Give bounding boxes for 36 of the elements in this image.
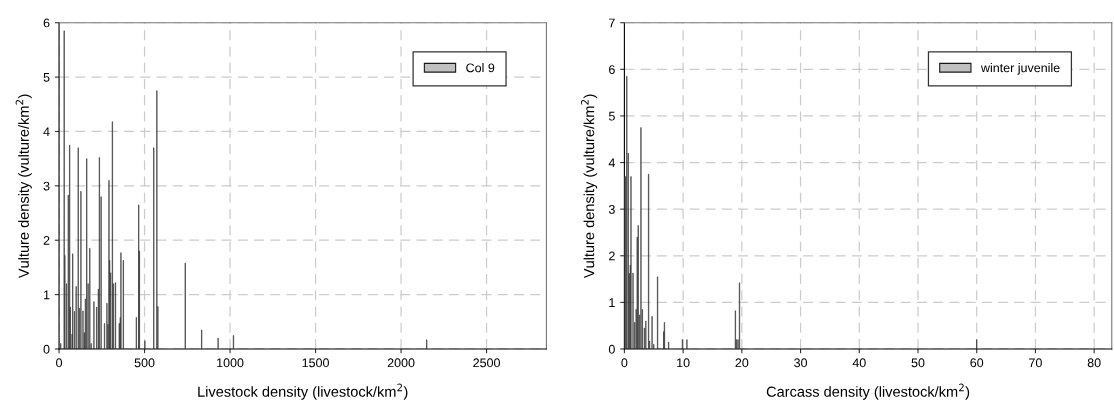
x-tick-label: 40: [852, 358, 866, 368]
y-tick-label: 2: [43, 236, 50, 245]
y-tick-label: 0: [608, 344, 615, 354]
legend-label: winter juvenile: [980, 63, 1060, 75]
y-tick-label: 5: [43, 73, 50, 82]
y-tick-label: 6: [609, 65, 615, 74]
y-tick-label: 2: [609, 251, 615, 261]
x-tick-label: 80: [1087, 358, 1101, 368]
y-tick-label: 4: [608, 158, 615, 168]
y-tick-label: 4: [43, 127, 50, 136]
x-tick-label: 2500: [473, 358, 500, 368]
y-tick-label: 3: [608, 204, 615, 214]
x-tick-label: 50: [911, 358, 925, 368]
y-tick-label: 0: [43, 344, 50, 354]
x-tick-label: 500: [134, 358, 155, 368]
x-tick-label: 70: [1029, 358, 1042, 368]
x-tick-label: 0: [621, 358, 628, 368]
x-tick-label: 1500: [302, 358, 329, 368]
x-axis-title: Carcass density (livestock/km$^{2}$): [766, 383, 970, 400]
y-axis-title: Vulture density (vulture/km$^{2}$): [580, 94, 598, 279]
legend-label: Col 9: [466, 63, 495, 73]
y-tick-label: 3: [43, 181, 50, 191]
y-tick-label: 5: [608, 111, 615, 121]
x-tick-label: 60: [970, 358, 984, 368]
y-tick-label: 1: [44, 290, 50, 300]
x-tick-label: 1000: [217, 358, 244, 368]
y-tick-label: 7: [609, 18, 615, 28]
y-tick-label: 1: [609, 298, 615, 307]
x-axis-title: Livestock density (livestock/km$^{2}$): [198, 383, 408, 400]
x-tick-label: 30: [794, 358, 808, 368]
y-tick-label: 6: [43, 18, 50, 28]
y-axis-title: Vulture density (vulture/km$^{2}$): [15, 94, 32, 279]
x-tick-label: 2000: [387, 358, 415, 368]
x-tick-label: 20: [735, 358, 749, 368]
x-tick-label: 0: [56, 358, 63, 368]
x-tick-label: 10: [677, 358, 690, 368]
